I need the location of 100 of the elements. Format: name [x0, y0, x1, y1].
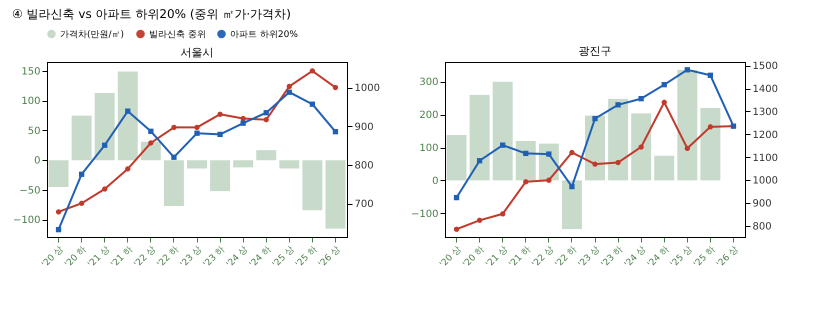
y-tick-label: 100: [419, 143, 438, 154]
bar: [48, 160, 69, 187]
x-tick-label: '24 상: [622, 244, 648, 270]
point: [78, 172, 84, 177]
point: [171, 124, 177, 130]
x-tick-label: '26 상: [715, 244, 741, 270]
x-tick-label: '21 하: [508, 244, 533, 270]
point: [476, 218, 482, 223]
point: [56, 227, 62, 232]
x-tick-label: '23 상: [178, 244, 204, 270]
point: [264, 117, 269, 122]
bar: [164, 160, 184, 206]
point: [194, 130, 200, 136]
y-tick-label: 0: [432, 176, 438, 187]
bar: [94, 92, 115, 160]
point: [194, 124, 200, 130]
bar: [302, 160, 322, 210]
bar: [118, 72, 138, 160]
bar: [631, 113, 652, 180]
point: [592, 162, 598, 167]
point: [500, 211, 506, 217]
legend-label: 가격차(만원/㎡): [60, 30, 124, 40]
legend-label: 빌라신축 중위: [149, 30, 206, 40]
point: [523, 150, 528, 156]
point: [662, 100, 667, 105]
x-tick-label: '23 상: [576, 244, 602, 270]
point: [125, 108, 130, 114]
point: [56, 209, 62, 214]
point: [286, 84, 292, 90]
y2-tick-label: 1500: [752, 61, 778, 72]
point: [569, 184, 575, 190]
point: [332, 84, 338, 90]
y2-tick-label: 700: [354, 199, 374, 210]
x-tick-label: '24 하: [248, 244, 274, 270]
point: [708, 72, 714, 78]
point: [217, 112, 223, 117]
y2-tick-label: 1300: [752, 106, 778, 118]
bar: [562, 180, 582, 230]
bar: [677, 70, 698, 180]
bar: [187, 160, 207, 169]
x-tick-label: '25 하: [294, 244, 320, 270]
y-tick-label: 50: [28, 126, 40, 137]
y-tick-label: −100: [411, 208, 438, 220]
point: [684, 146, 690, 151]
bar: [233, 160, 254, 168]
point: [615, 160, 621, 166]
point: [523, 179, 528, 184]
y-tick-label: 150: [21, 66, 40, 78]
legend-label: 아파트 하위20%: [230, 30, 298, 40]
bar: [72, 116, 92, 160]
point: [102, 186, 108, 192]
bar: [210, 160, 230, 192]
point: [569, 150, 575, 156]
x-tick-label: '23 하: [600, 244, 626, 270]
point: [286, 90, 292, 95]
point: [310, 102, 316, 107]
x-tick-label: '22 하: [554, 244, 579, 270]
bar: [256, 150, 276, 160]
point: [148, 128, 154, 134]
y-tick-label: −50: [19, 185, 40, 196]
x-tick-label: '22 상: [132, 244, 158, 270]
point: [638, 144, 644, 150]
point: [615, 102, 621, 108]
y2-tick-label: 800: [354, 160, 374, 172]
y-tick-label: 0: [34, 156, 40, 167]
point: [240, 120, 246, 126]
x-tick-label: '21 상: [86, 244, 112, 270]
x-tick-label: '26 상: [317, 244, 343, 270]
bar: [608, 98, 628, 180]
y-tick-label: −100: [13, 215, 40, 226]
x-tick-label: '25 상: [669, 244, 694, 270]
point: [125, 166, 130, 172]
bar: [279, 160, 300, 169]
bar: [492, 82, 513, 180]
y2-tick-label: 800: [752, 222, 772, 233]
point: [171, 154, 177, 160]
x-tick-label: '24 하: [646, 244, 672, 270]
point: [148, 140, 154, 146]
x-tick-label: '23 하: [202, 244, 228, 270]
point: [102, 142, 108, 148]
y2-tick-label: 1200: [752, 130, 778, 141]
x-tick-label: '20 상: [40, 244, 66, 270]
point: [546, 151, 552, 157]
x-tick-label: '21 상: [484, 244, 510, 270]
x-tick-label: '25 하: [692, 244, 718, 270]
chart-title: 광진구: [578, 44, 612, 58]
point: [708, 124, 714, 130]
x-tick-label: '25 상: [271, 244, 296, 270]
point: [264, 110, 269, 116]
x-tick-label: '24 상: [224, 244, 250, 270]
point: [332, 129, 338, 134]
bar: [516, 140, 536, 180]
x-tick-label: '21 하: [110, 244, 135, 270]
x-tick-label: '20 하: [461, 244, 487, 270]
text: ④ 빌라신축 vs 아파트 하위20% (중위 ㎡가·가격차): [12, 7, 291, 21]
y2-tick-label: 1100: [752, 152, 778, 164]
point: [546, 178, 552, 183]
bar: [325, 160, 346, 229]
point: [78, 200, 84, 206]
bar: [470, 94, 490, 180]
